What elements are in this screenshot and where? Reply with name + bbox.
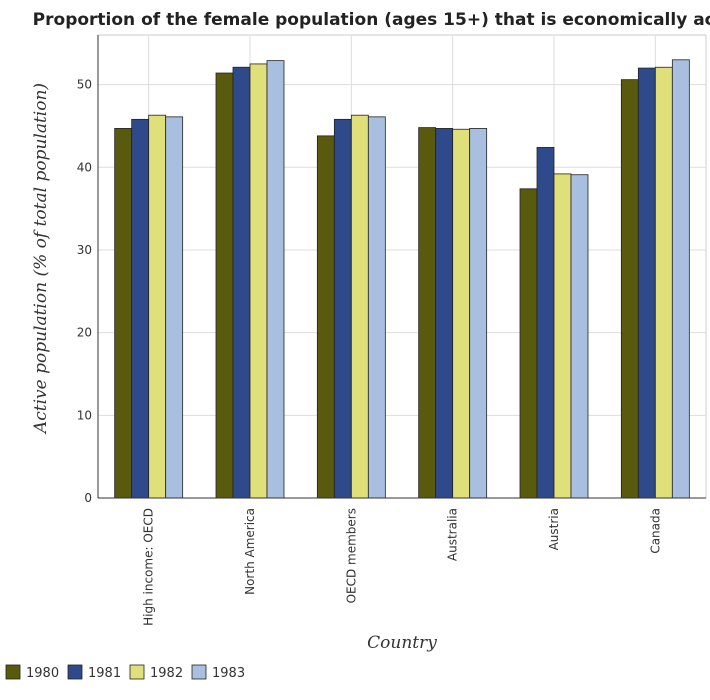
y-tick-label: 0 bbox=[84, 491, 92, 505]
x-tick-label: Australia bbox=[446, 508, 460, 561]
bar-1983-north-america bbox=[266, 60, 285, 499]
bar-1982-north-america bbox=[249, 63, 268, 499]
bar-1983-canada bbox=[671, 59, 690, 499]
plot-area bbox=[97, 34, 707, 499]
bar-1981-australia bbox=[435, 128, 454, 499]
legend-swatch-1981 bbox=[67, 664, 83, 680]
bar-1981-canada bbox=[637, 67, 656, 499]
y-tick-label: 50 bbox=[77, 78, 92, 92]
y-tick-label: 20 bbox=[77, 326, 92, 340]
y-tick-label: 10 bbox=[77, 408, 92, 422]
legend-label-1980: 1980 bbox=[26, 666, 59, 681]
bars bbox=[114, 59, 690, 499]
legend-label-1982: 1982 bbox=[150, 666, 183, 681]
x-axis-label: Country bbox=[367, 633, 437, 653]
bar-1980-high-income-oecd bbox=[114, 128, 133, 499]
legend-label-1983: 1983 bbox=[212, 666, 245, 681]
bar-1981-oecd-members bbox=[333, 118, 352, 499]
legend-swatch-1983 bbox=[191, 664, 207, 680]
bar-1982-canada bbox=[654, 66, 673, 499]
grid bbox=[97, 34, 707, 499]
chart-title: Proportion of the female population (age… bbox=[33, 10, 710, 30]
bar-1982-australia bbox=[452, 128, 471, 499]
legend: 1980 1981 1982 1983 bbox=[5, 664, 245, 681]
bar-1980-canada bbox=[620, 79, 639, 499]
bar-1982-oecd-members bbox=[350, 114, 369, 499]
axes: 0 10 20 30 40 50 High income: OECD North Americ… bbox=[77, 35, 706, 626]
y-tick-label: 30 bbox=[77, 243, 92, 257]
bar-1982-high-income-oecd bbox=[148, 114, 167, 499]
x-tick-label: High income: OECD bbox=[142, 508, 156, 626]
legend-label-1981: 1981 bbox=[88, 666, 121, 681]
bar-1981-high-income-oecd bbox=[131, 118, 150, 499]
x-tick-label: Austria bbox=[547, 508, 561, 550]
y-axis-label: Active population (% of total population… bbox=[31, 83, 51, 435]
bar-1983-high-income-oecd bbox=[165, 116, 184, 499]
bar-1980-north-america bbox=[215, 72, 234, 499]
legend-swatch-1982 bbox=[129, 664, 145, 680]
bar-1981-austria bbox=[536, 147, 555, 499]
bar-1983-oecd-members bbox=[367, 116, 386, 499]
bar-1980-austria bbox=[519, 188, 538, 499]
bar-1981-north-america bbox=[232, 66, 251, 499]
bar-1982-austria bbox=[553, 173, 572, 499]
bar-1980-oecd-members bbox=[316, 135, 335, 499]
x-tick-label: OECD members bbox=[344, 508, 358, 603]
bar-1980-australia bbox=[418, 127, 437, 499]
legend-swatch-1980 bbox=[5, 664, 21, 680]
y-tick-label: 40 bbox=[77, 160, 92, 174]
x-tick-label: North America bbox=[243, 508, 257, 595]
bar-1983-australia bbox=[469, 128, 488, 499]
bar-1983-austria bbox=[570, 174, 589, 499]
x-tick-label: Canada bbox=[648, 508, 662, 554]
